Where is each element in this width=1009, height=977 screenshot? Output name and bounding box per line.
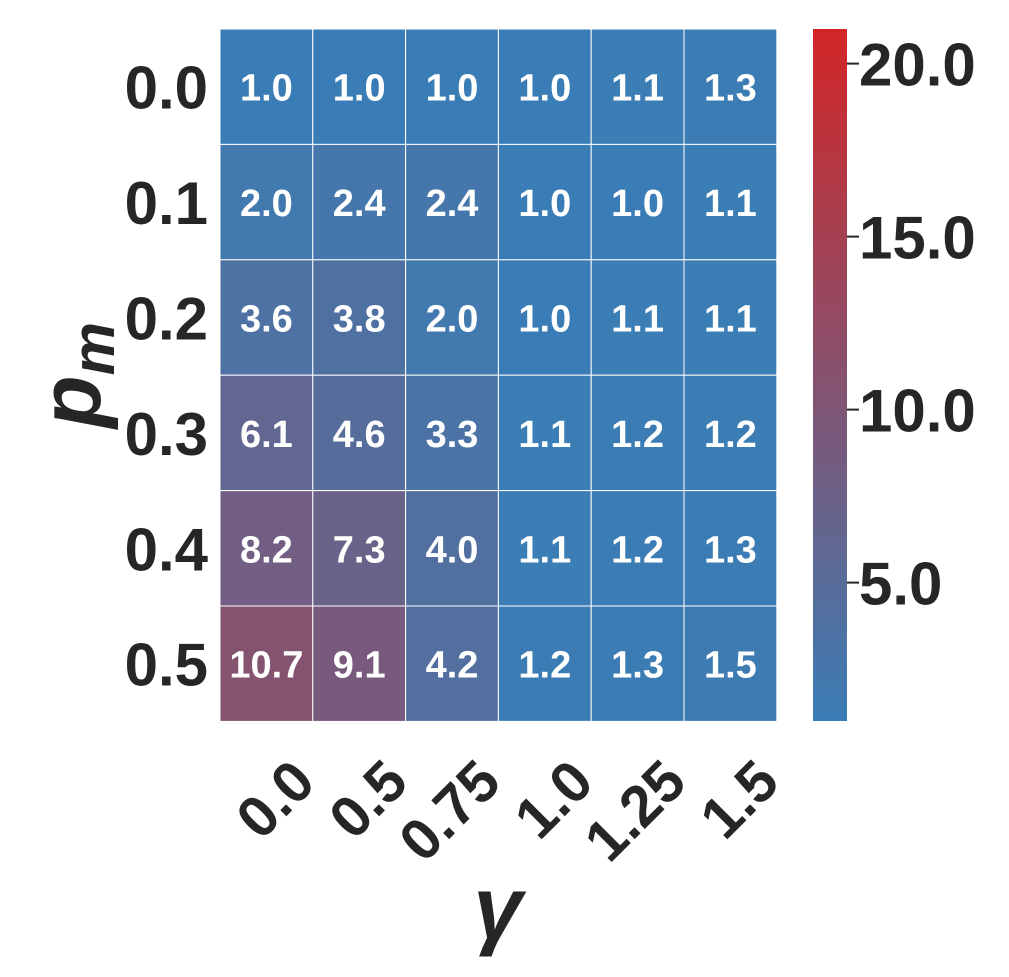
heatmap-cell-label: 2.0 [426,299,479,341]
heatmap-cell [219,28,314,145]
heatmap-cell [683,605,778,722]
heatmap-cell [312,143,407,261]
heatmap-cell [497,143,592,261]
heatmap-cell [590,605,685,722]
heatmap-cell [590,374,685,492]
heatmap-cell [497,28,592,145]
heatmap-cell-label: 1.3 [704,529,757,571]
heatmap-cell-label: 4.0 [426,529,479,571]
heatmap-cell [683,143,778,261]
heatmap-cell-label: 8.2 [240,529,293,571]
heatmap-cell-label: 1.0 [518,299,571,341]
x-tick-label: 1.5 [688,748,791,851]
heatmap-cell-label: 7.3 [333,529,386,571]
colorbar-tick-label: 20.0 [859,32,976,99]
y-tick-label: 0.0 [125,55,208,122]
x-tick-labels: 0.00.50.751.01.251.5 [224,748,791,874]
heatmap-cell [590,259,685,376]
heatmap-cell-label: 2.4 [333,183,386,225]
colorbar-tick-label: 15.0 [859,205,976,272]
heatmap-cell-label: 10.7 [229,645,303,687]
heatmap-cell [219,374,314,492]
heatmap-cell-label: 1.1 [704,183,757,225]
heatmap-cell [405,490,499,607]
heatmap-cell-label: 1.2 [611,529,664,571]
heatmap-cell [497,605,592,722]
heatmap-cell-label: 9.1 [333,645,386,687]
y-tick-label: 0.2 [125,286,208,353]
heatmap-cell [312,28,407,145]
heatmap-cell-label: 1.3 [611,645,664,687]
heatmap-cell-label: 1.0 [333,68,386,110]
heatmap-cell-label: 4.6 [333,414,386,456]
heatmap-cell-label: 3.8 [333,299,386,341]
heatmap-cell [683,490,778,607]
colorbar-tick-label: 10.0 [859,378,976,445]
heatmap-cells [219,28,778,722]
heatmap-cell-label: 1.0 [611,183,664,225]
heatmap-cell [497,259,592,376]
x-axis-label: γ [474,858,527,957]
heatmap-cell-label: 1.2 [611,414,664,456]
heatmap-cell-labels: 1.0 1.0 1.0 1.0 1.1 1.3 2.0 2.4 2.4 1.0 1.0 1.1 3.6 3… [229,68,756,687]
heatmap-cell [683,259,778,376]
heatmap-cell-label: 1.5 [704,645,757,687]
colorbar-gradient [813,29,847,721]
heatmap-cell-label: 1.1 [611,299,664,341]
heatmap-cell [405,374,499,492]
colorbar-tick-label: 5.0 [859,551,942,618]
heatmap-cell-label: 6.1 [240,414,293,456]
heatmap-cell [312,374,407,492]
heatmap-cell [312,259,407,376]
heatmap-cell-label: 1.0 [518,183,571,225]
heatmap-cell-label: 2.4 [426,183,479,225]
x-tick-label: 1.25 [572,748,698,874]
heatmap-cell [590,490,685,607]
heatmap-cell-label: 1.2 [518,645,571,687]
x-tick-label: 0.0 [224,748,327,851]
heatmap-cell [683,374,778,492]
y-tick-label: 0.5 [125,632,208,699]
y-axis-label: pm [23,322,127,430]
heatmap-cell-label: 1.1 [704,299,757,341]
heatmap-cell-label: 1.0 [426,68,479,110]
y-tick-labels: 0.0 0.1 0.2 0.3 0.4 0.5 [125,55,209,699]
heatmap-cell [405,259,499,376]
y-axis-label-base: p [23,375,119,430]
heatmap-cell-label: 1.1 [518,529,571,571]
y-axis-label-subscript: m [60,322,127,375]
heatmap-cell [219,605,314,722]
y-tick-label: 0.4 [125,516,209,583]
heatmap-cell [683,28,778,145]
heatmap-cell-label: 1.0 [240,68,293,110]
x-tick-label: 0.75 [387,748,513,874]
heatmap-cell-label: 1.1 [611,68,664,110]
y-tick-label: 0.1 [125,170,208,237]
heatmap-cell-label: 1.2 [704,414,757,456]
y-tick-label: 0.3 [125,401,208,468]
heatmap-cell-label: 1.3 [704,68,757,110]
heatmap-cell [219,259,314,376]
heatmap-cell-label: 4.2 [426,645,479,687]
heatmap-cell [497,374,592,492]
heatmap-cell-label: 1.0 [518,68,571,110]
heatmap-cell [219,490,314,607]
heatmap-cell-label: 3.3 [426,414,479,456]
colorbar: 5.0 10.0 15.0 20.0 [813,29,976,721]
heatmap-cell [405,28,499,145]
heatmap-cell [497,490,592,607]
heatmap-cell-label: 2.0 [240,183,293,225]
heatmap-cell [590,28,685,145]
heatmap-cell-label: 1.1 [518,414,571,456]
heatmap-cell-label: 3.6 [240,299,293,341]
